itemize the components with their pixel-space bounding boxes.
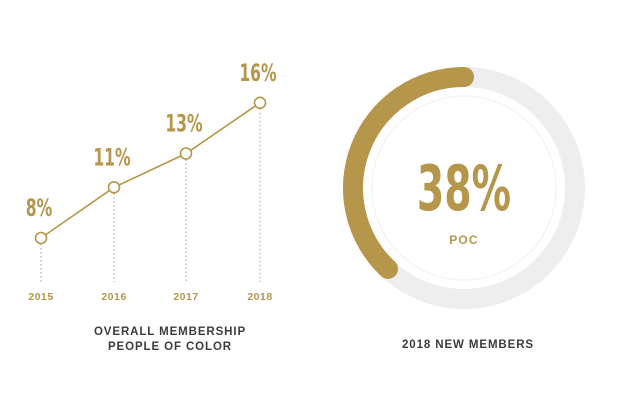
donut-value-arc [343, 67, 474, 279]
new-members-donut-chart: 38% POC [343, 67, 585, 309]
line-chart-caption: OVERALL MEMBERSHIP PEOPLE OF COLOR [40, 325, 300, 355]
point-2016 [107, 181, 121, 194]
donut-chart-caption: 2018 NEW MEMBERS [338, 338, 598, 353]
point-2017 [179, 147, 193, 160]
point-2018 [253, 96, 267, 110]
donut-center-value: 38% [417, 154, 511, 226]
membership-line-chart: 8% 11% 13% 16% 2015 2016 2017 2018 [26, 58, 277, 303]
data-label-2017: 13% [165, 109, 202, 137]
x-tick-2017: 2017 [173, 291, 198, 303]
x-tick-2016: 2016 [101, 291, 126, 303]
line-chart-caption-line-1: OVERALL MEMBERSHIP [93, 326, 247, 338]
data-label-2015: 8% [26, 194, 52, 222]
point-2015 [34, 231, 48, 245]
x-tick-2015: 2015 [28, 291, 53, 303]
series-line [40, 102, 261, 239]
x-tick-2018: 2018 [247, 291, 272, 303]
donut-center-sublabel: POC [449, 233, 479, 247]
donut-chart-caption-text: 2018 NEW MEMBERS [402, 339, 534, 351]
data-label-2016: 11% [93, 143, 130, 171]
data-label-2018: 16% [239, 58, 276, 86]
donut-inner-ring [371, 95, 557, 281]
line-chart-caption-line-2: PEOPLE OF COLOR [107, 341, 233, 353]
